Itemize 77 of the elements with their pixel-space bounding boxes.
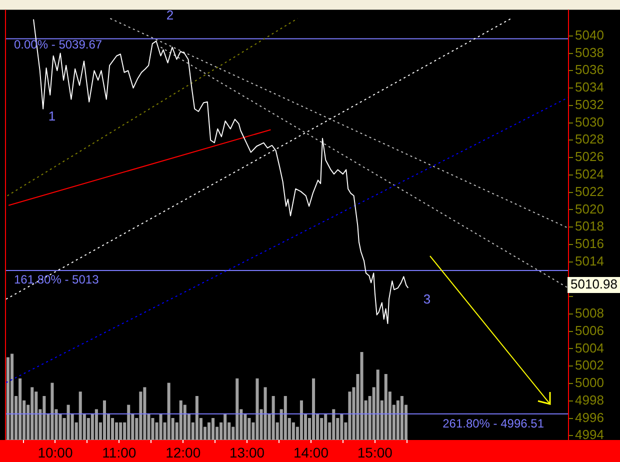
- y-tick-label: 5002: [575, 358, 604, 373]
- bar: [159, 414, 162, 440]
- bar: [332, 409, 336, 440]
- y-tick-label: 5038: [575, 44, 604, 60]
- y-tick-label: 5024: [575, 166, 604, 182]
- bar: [167, 382, 170, 440]
- y-tick-label: 5036: [575, 62, 604, 78]
- bar: [324, 414, 328, 440]
- x-tick-label: 15:00: [357, 444, 393, 460]
- y-tick-label: 5014: [575, 253, 604, 268]
- y-tick-label: 5022: [575, 184, 604, 199]
- bar: [212, 418, 215, 440]
- annotation: 3: [423, 292, 431, 307]
- bar: [179, 400, 182, 440]
- bar: [30, 387, 34, 440]
- bar: [292, 422, 295, 440]
- y-tick-label: 5008: [575, 306, 604, 321]
- y-tick-label: 5032: [575, 96, 604, 112]
- bar: [400, 396, 404, 440]
- bar: [300, 400, 303, 440]
- y-tick-label: 4994: [575, 427, 604, 442]
- y-tick-label: 5020: [575, 201, 604, 216]
- bar: [143, 387, 146, 440]
- bar: [119, 422, 122, 440]
- x-tick-label: 13:00: [230, 444, 265, 460]
- x-tick-label: 14:00: [293, 444, 329, 460]
- y-tick-label: 5034: [575, 80, 604, 95]
- bar: [111, 418, 114, 440]
- annotation: 261.80% - 4996.51: [442, 416, 544, 430]
- y-tick-label: 4998: [575, 392, 604, 408]
- bar: [151, 418, 154, 440]
- bar: [360, 352, 364, 440]
- bar: [312, 378, 316, 440]
- bar: [42, 396, 46, 440]
- bar: [264, 387, 267, 440]
- y-tick-label: 5026: [575, 149, 604, 164]
- bar: [50, 382, 54, 440]
- bar: [127, 404, 130, 440]
- bar: [10, 354, 14, 440]
- y-tick-label: 5016: [575, 236, 604, 252]
- y-tick-label: 4996: [575, 410, 604, 425]
- bar: [256, 378, 259, 440]
- bar: [115, 422, 118, 440]
- y-tick-label: 5030: [575, 114, 604, 130]
- y-tick-label: 5006: [575, 322, 604, 338]
- bar: [320, 418, 324, 440]
- bar: [78, 392, 82, 440]
- bar: [18, 378, 22, 440]
- bar: [86, 418, 90, 440]
- bar: [384, 374, 388, 440]
- bar: [272, 396, 275, 440]
- bar: [6, 357, 10, 440]
- bar: [195, 396, 198, 440]
- bar: [208, 422, 211, 440]
- bar: [224, 414, 227, 440]
- annotation: 1: [48, 108, 56, 124]
- bar: [66, 404, 70, 440]
- annotation: 161.80% - 5013: [14, 272, 100, 286]
- y-tick-label: 5040: [575, 27, 604, 42]
- x-tick-label: 11:00: [102, 444, 136, 460]
- y-tick-label: 5004: [575, 340, 604, 356]
- y-tick-label: 5028: [575, 132, 604, 147]
- bar: [284, 396, 287, 440]
- bar: [376, 370, 380, 440]
- bar: [183, 404, 186, 440]
- x-tick-label: 12:00: [166, 444, 201, 460]
- y-tick-label: 5000: [575, 375, 604, 390]
- bar: [102, 400, 106, 440]
- bar: [236, 378, 239, 440]
- annotation: 2: [166, 8, 174, 23]
- bar: [94, 409, 98, 440]
- bar: [396, 400, 400, 440]
- y-tick-label: 5018: [575, 218, 604, 234]
- bar: [340, 414, 344, 440]
- bar: [248, 418, 251, 440]
- x-tick-label: 10:00: [38, 444, 73, 460]
- text: 5010.98: [570, 276, 618, 292]
